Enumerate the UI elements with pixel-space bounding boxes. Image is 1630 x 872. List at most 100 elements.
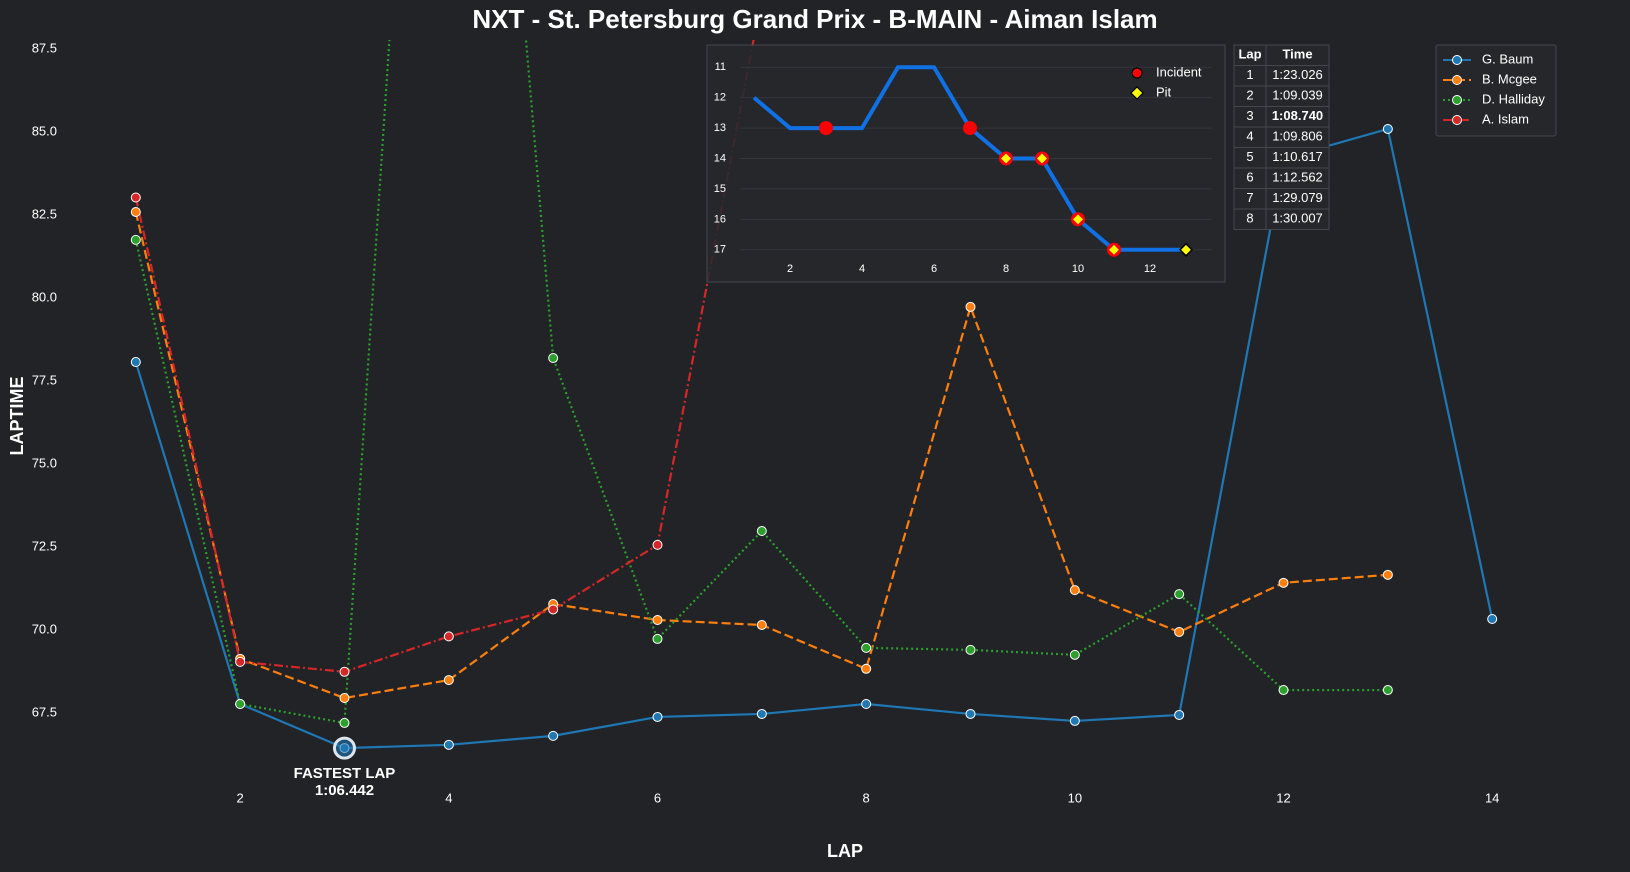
y-tick-label: 75.0	[32, 455, 57, 470]
inset-y-tick-label: 14	[714, 152, 726, 164]
inset-frame	[706, 44, 1226, 283]
legend-label: G. Baum	[1482, 51, 1533, 66]
point	[339, 717, 350, 728]
point	[1487, 614, 1498, 625]
point	[756, 526, 767, 537]
legend: G. Baum B. Mcgee D. Halliday A. Islam	[1435, 44, 1557, 137]
point	[130, 234, 141, 245]
table-header: Lap	[1238, 47, 1261, 62]
legend-marker	[1452, 75, 1462, 85]
point	[861, 642, 872, 653]
point	[1069, 715, 1080, 726]
point	[652, 614, 663, 625]
point	[1069, 649, 1080, 660]
position-inset: 11 12 13 14 15 16 17 2 4 6 8 10 12 Incident Pit	[706, 44, 1226, 283]
point	[861, 663, 872, 674]
table-cell: 1:09.806	[1272, 129, 1323, 144]
point	[861, 698, 872, 709]
inset-y-tick-label: 16	[714, 213, 726, 225]
y-tick-label: 67.5	[32, 704, 57, 719]
point	[235, 698, 246, 709]
table-cell: 6	[1246, 170, 1253, 185]
inset-legend-label: Pit	[1156, 84, 1172, 99]
point	[443, 631, 454, 642]
point	[1278, 577, 1289, 588]
inset-x-tick-label: 10	[1072, 263, 1084, 275]
legend-frame	[1435, 44, 1557, 137]
inset-x-tick-label: 4	[859, 263, 865, 275]
inset-y-tick-label: 15	[714, 183, 726, 195]
fastest-lap-highlight	[332, 736, 356, 760]
series-line	[134, 127, 1494, 750]
series-line	[134, 40, 755, 673]
table-frame	[1233, 44, 1330, 230]
table-cell: 1:08.740	[1272, 108, 1323, 123]
x-tick-label: 12	[1276, 790, 1290, 805]
point	[1174, 589, 1185, 600]
x-tick-label: 14	[1485, 790, 1499, 805]
chart-title: NXT - St. Petersburg Grand Prix - B-MAIN…	[472, 4, 1157, 34]
point	[1382, 685, 1393, 696]
legend-marker	[1452, 55, 1462, 65]
point	[130, 192, 141, 203]
table-cell: 1:29.079	[1272, 190, 1323, 205]
pit-marker	[1034, 151, 1050, 166]
table-header: Time	[1282, 47, 1312, 62]
table-cell: 1	[1246, 67, 1253, 82]
y-axis-label: LAPTIME	[7, 377, 27, 456]
table-cell: 5	[1246, 149, 1253, 164]
x-axis-label: LAP	[827, 841, 863, 861]
y-tick-label: 82.5	[32, 206, 57, 221]
pit-marker	[998, 151, 1014, 166]
table-cell: 1:10.617	[1272, 149, 1323, 164]
legend-marker	[1452, 95, 1462, 105]
table-cell: 1:12.562	[1272, 170, 1323, 185]
inset-x-tick-label: 6	[931, 263, 937, 275]
point	[130, 206, 141, 217]
point	[1278, 685, 1289, 696]
x-tick-label: 2	[237, 790, 244, 805]
x-tick-label: 4	[445, 790, 452, 805]
inset-y-tick-label: 13	[714, 122, 726, 134]
y-tick-label: 72.5	[32, 538, 57, 553]
point	[548, 604, 559, 615]
point	[965, 301, 976, 312]
point	[339, 666, 350, 677]
pit-marker	[1178, 242, 1194, 257]
point	[548, 730, 559, 741]
point	[965, 644, 976, 655]
y-tick-label: 70.0	[32, 621, 57, 636]
point	[652, 539, 663, 550]
table-cell: 8	[1246, 211, 1253, 226]
table-cell: 1:23.026	[1272, 67, 1323, 82]
point	[548, 353, 559, 364]
point	[443, 675, 454, 686]
point	[1382, 123, 1393, 134]
lap-table: Lap Time 1 1:23.026 2 1:09.039 3 1:08.740 4 1:09.…	[1233, 44, 1330, 230]
inset-legend-marker	[1130, 86, 1144, 100]
point	[652, 711, 663, 722]
table-cell: 1:30.007	[1272, 211, 1323, 226]
inset-y-tick-label: 12	[714, 92, 726, 104]
point	[652, 633, 663, 644]
annotation-text: FASTEST LAP	[294, 765, 396, 782]
point	[1174, 709, 1185, 720]
y-tick-label: 77.5	[32, 372, 57, 387]
x-tick-label: 6	[654, 790, 661, 805]
inset-y-tick-label: 11	[715, 61, 726, 73]
x-tick-label: 10	[1068, 790, 1082, 805]
point	[1174, 626, 1185, 637]
y-tick-label: 85.0	[32, 123, 57, 138]
point	[235, 656, 246, 667]
point	[965, 708, 976, 719]
point	[130, 357, 141, 368]
table-cell: 4	[1246, 129, 1253, 144]
inset-y-tick-label: 17	[714, 244, 726, 256]
point	[339, 693, 350, 704]
legend-marker	[1452, 115, 1462, 125]
inset-x-tick-label: 2	[787, 263, 793, 275]
x-tick-label: 8	[863, 790, 870, 805]
table-cell: 2	[1246, 88, 1253, 103]
